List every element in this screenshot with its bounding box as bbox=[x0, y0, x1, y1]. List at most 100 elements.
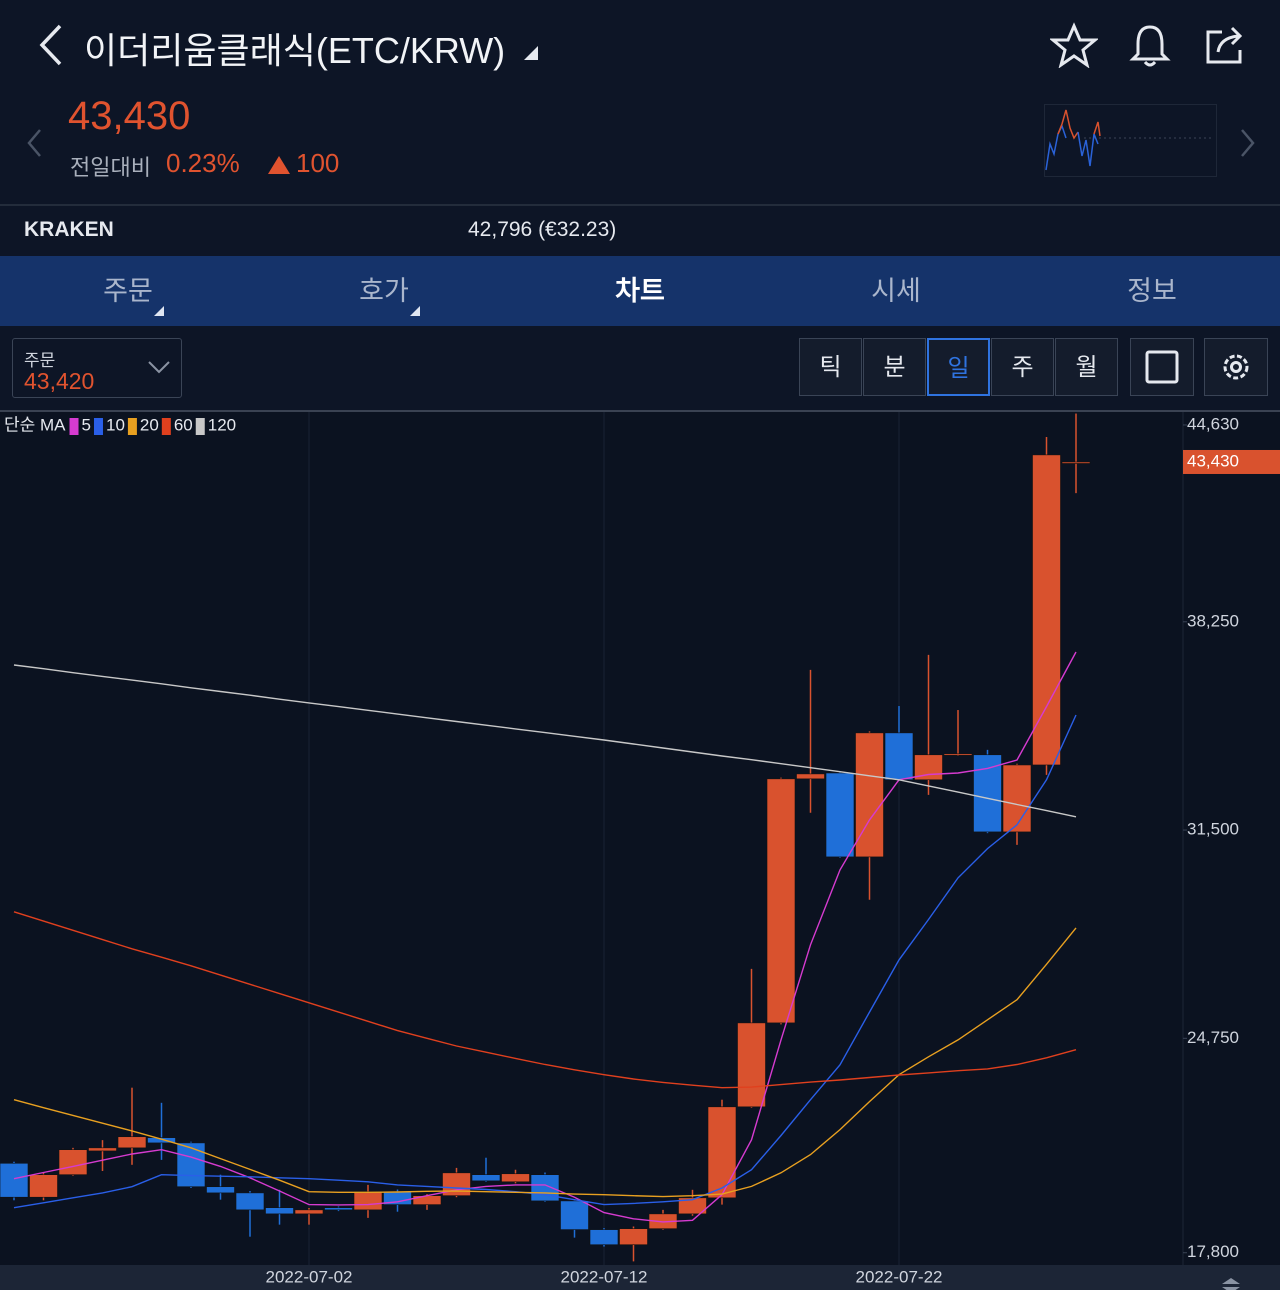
candle-body bbox=[29, 1174, 58, 1198]
legend-label: 60 bbox=[174, 415, 193, 434]
candle-body bbox=[884, 732, 914, 781]
period-button[interactable]: 틱 bbox=[799, 338, 862, 396]
candle-body bbox=[235, 1192, 265, 1211]
candle-body bbox=[737, 1022, 766, 1108]
candle-body bbox=[1002, 764, 1032, 833]
candle-body bbox=[117, 1136, 147, 1149]
prev-arrow[interactable] bbox=[24, 126, 46, 160]
candlestick-chart: 2022-07-02 2022-07-12 2022-07-22 17,800 24,7… bbox=[0, 412, 1280, 1290]
legend-swatch bbox=[161, 418, 171, 435]
exchange-row bbox=[0, 206, 1280, 256]
candle-body bbox=[766, 778, 796, 1024]
alarm-icon[interactable] bbox=[1128, 22, 1172, 68]
change-label: 전일대비 bbox=[70, 155, 151, 180]
layout-button[interactable] bbox=[1130, 338, 1194, 396]
tab[interactable]: 정보 bbox=[1127, 276, 1177, 306]
ma-line bbox=[13, 714, 1077, 1209]
settings-button[interactable] bbox=[1204, 338, 1268, 396]
scroll-handle bbox=[1222, 1278, 1240, 1284]
candle-body bbox=[796, 773, 825, 780]
up-triangle bbox=[268, 156, 290, 174]
ma-line bbox=[13, 664, 1077, 818]
candle-body bbox=[412, 1195, 442, 1205]
x-tick-label: 2022-07-22 bbox=[856, 1267, 943, 1286]
favorite-icon[interactable] bbox=[1050, 22, 1098, 68]
candle-body bbox=[265, 1207, 294, 1215]
change-amount: 100 bbox=[296, 148, 340, 178]
tab[interactable]: 주문 bbox=[103, 276, 153, 306]
legend-swatch bbox=[93, 418, 103, 435]
legend-label: 5 bbox=[82, 415, 91, 434]
candle-body bbox=[88, 1147, 117, 1152]
candle-body bbox=[825, 772, 855, 858]
order-select[interactable] bbox=[12, 338, 182, 398]
candle-body bbox=[855, 732, 884, 858]
x-axis-strip bbox=[0, 1265, 1280, 1290]
legend-title: 단순 MA bbox=[4, 415, 66, 434]
candle-body bbox=[1061, 461, 1091, 464]
candle-body bbox=[943, 753, 973, 756]
plot-background bbox=[0, 412, 1280, 1265]
candle-body bbox=[206, 1186, 235, 1194]
y-tick-label: 31,500 bbox=[1187, 820, 1239, 839]
next-arrow[interactable] bbox=[1236, 126, 1258, 160]
candle-body bbox=[0, 1162, 29, 1198]
x-tick-label: 2022-07-02 bbox=[266, 1267, 353, 1286]
tab-bar: 주문 호가 차트 시세 정보 bbox=[0, 256, 1280, 326]
coin-title[interactable]: 이더리움클래식(ETC/KRW) bbox=[84, 30, 506, 71]
exchange-price: 42,796 (€32.23) bbox=[468, 218, 617, 241]
exchange-name: KRAKEN bbox=[24, 218, 114, 241]
current-price-box bbox=[1183, 449, 1280, 474]
candle-body bbox=[619, 1228, 648, 1246]
legend-label: 120 bbox=[208, 415, 236, 434]
candle-body bbox=[176, 1142, 206, 1188]
tab[interactable]: 시세 bbox=[871, 276, 921, 306]
y-tick-label: 24,750 bbox=[1187, 1028, 1239, 1047]
candle-body bbox=[324, 1207, 353, 1211]
y-tick-label: 38,250 bbox=[1187, 611, 1239, 630]
share-icon[interactable] bbox=[1202, 22, 1248, 68]
tab[interactable]: 호가 bbox=[359, 276, 409, 306]
period-button[interactable]: 월 bbox=[1055, 338, 1118, 396]
candle-body bbox=[58, 1149, 88, 1175]
legend-swatch bbox=[195, 418, 205, 435]
legend-swatch bbox=[69, 418, 79, 435]
header bbox=[0, 0, 1280, 206]
current-price-label: 43,430 bbox=[1187, 451, 1239, 470]
candle-body bbox=[147, 1137, 176, 1144]
candle-body bbox=[442, 1172, 471, 1196]
legend-swatch bbox=[127, 418, 137, 435]
change-percent: 0.23% bbox=[166, 148, 240, 178]
candle-body bbox=[1032, 454, 1061, 766]
period-button[interactable]: 일 bbox=[927, 338, 990, 396]
candle-body bbox=[678, 1197, 707, 1215]
candle-body bbox=[353, 1191, 383, 1211]
candle-body bbox=[589, 1229, 619, 1246]
candle-body bbox=[560, 1200, 589, 1230]
period-button[interactable]: 분 bbox=[863, 338, 926, 396]
candle-body bbox=[294, 1209, 324, 1215]
layout-icon bbox=[1145, 350, 1179, 384]
candle-body bbox=[707, 1106, 737, 1199]
title-dropdown[interactable] bbox=[522, 44, 540, 62]
period-button[interactable]: 주 bbox=[991, 338, 1054, 396]
tab-corner bbox=[154, 306, 164, 316]
tab-corner bbox=[410, 306, 420, 316]
current-price: 43,430 bbox=[68, 94, 191, 138]
order-label: 주문 bbox=[24, 351, 56, 370]
dropdown-chevron bbox=[148, 361, 170, 374]
scroll-handle bbox=[1222, 1287, 1240, 1290]
tab[interactable]: 차트 bbox=[615, 276, 665, 306]
order-price: 43,420 bbox=[24, 368, 95, 394]
settings-icon bbox=[1223, 354, 1249, 380]
y-tick-label: 44,630 bbox=[1187, 414, 1239, 433]
legend-label: 10 bbox=[106, 415, 125, 434]
legend-label: 20 bbox=[140, 415, 159, 434]
candle-body bbox=[973, 754, 1002, 833]
candle-body bbox=[471, 1174, 501, 1182]
y-tick-label: 17,800 bbox=[1187, 1242, 1239, 1261]
mini-chart bbox=[1044, 104, 1217, 177]
ma-line bbox=[13, 911, 1077, 1089]
back-button[interactable] bbox=[30, 22, 70, 68]
